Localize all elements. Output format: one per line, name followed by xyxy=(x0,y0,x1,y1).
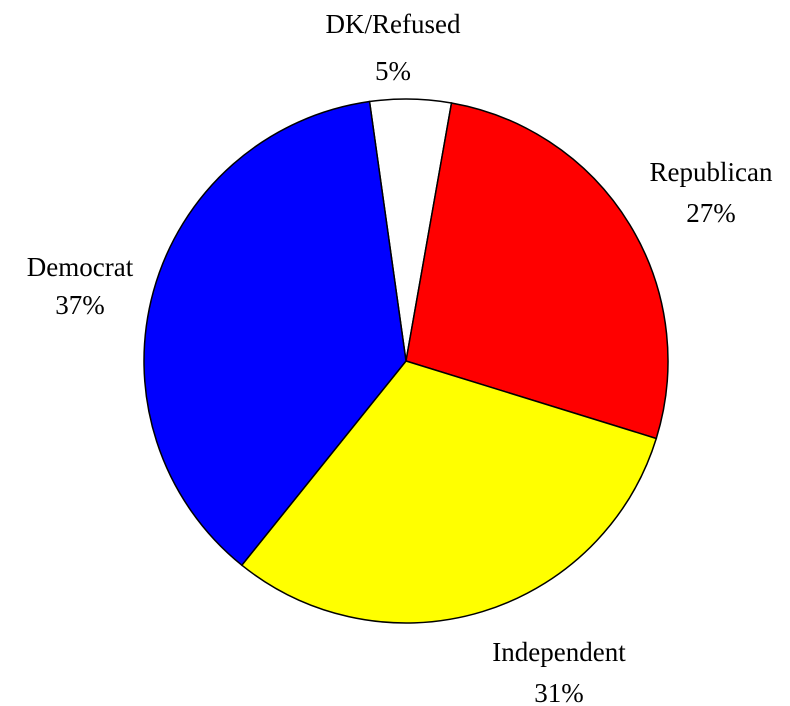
pie-slice-democrat xyxy=(143,100,407,567)
slice-value-independent: 31% xyxy=(534,678,584,706)
slice-label-democrat: Democrat xyxy=(27,252,134,282)
slice-label-republican: Republican xyxy=(650,157,773,187)
slice-value-dk-refused: 5% xyxy=(375,56,411,86)
pie-slices xyxy=(143,98,669,624)
slice-label-independent: Independent xyxy=(492,637,626,667)
slice-value-democrat: 37% xyxy=(55,290,105,320)
slice-label-dk-refused: DK/Refused xyxy=(326,9,461,39)
slice-value-republican: 27% xyxy=(686,198,736,228)
pie-slice-independent xyxy=(240,360,658,624)
pie-labels: DK/Refused 5% Republican 27% Independent… xyxy=(27,9,773,706)
pie-slice-republican xyxy=(405,102,669,440)
